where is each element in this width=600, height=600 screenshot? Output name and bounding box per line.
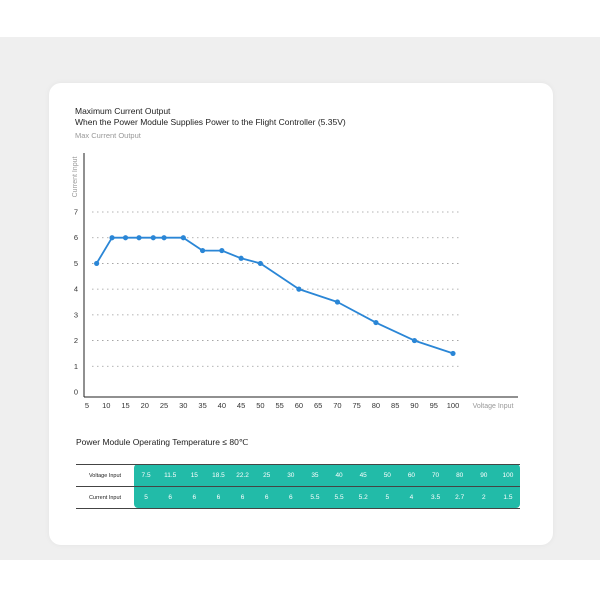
data-point	[411, 337, 418, 344]
x-axis-label: Voltage Input	[473, 403, 514, 410]
table-cell: 100	[502, 472, 514, 479]
data-point	[109, 235, 115, 241]
table-cell: 15	[190, 472, 198, 479]
data-point	[334, 299, 341, 305]
table-cell: 5	[144, 494, 148, 501]
table-cell: 80	[456, 472, 464, 479]
legend-label: Max Current Output	[75, 131, 141, 140]
table-cell: 6	[289, 494, 293, 501]
table-cell: 2	[482, 494, 486, 501]
table-cell: 11.5	[164, 472, 177, 479]
table-top-rule	[76, 464, 520, 465]
data-point	[257, 260, 263, 267]
data-point	[296, 286, 302, 292]
table-cell: 7.5	[141, 472, 151, 479]
x-tick-label: 100	[447, 401, 460, 410]
table-cell: 40	[335, 472, 343, 479]
table-cell: 22.2	[236, 472, 249, 479]
y-tick-label: 4	[74, 285, 78, 294]
y-tick-label: 6	[74, 233, 78, 242]
x-tick-label: 45	[237, 401, 245, 410]
table-row-current: Current Input 5 6 6 6 6 6 6 5.5 5.5 5.2 5 4 3.5 2.7 2 1…	[76, 487, 520, 508]
table-cell: 18.5	[212, 472, 225, 479]
x-tick-label: 95	[430, 401, 438, 410]
data-point	[219, 247, 225, 254]
table-cell: 50	[383, 472, 391, 479]
x-tick-label: 35	[198, 401, 206, 410]
y-tick-label: 5	[74, 259, 78, 268]
chart-title: Maximum Current Output When the Power Mo…	[75, 106, 346, 128]
row-label-voltage: Voltage Input	[88, 472, 122, 479]
y-tick-label: 7	[74, 208, 78, 217]
table-cell: 6	[264, 494, 269, 501]
x-tick-label: 15	[121, 401, 129, 410]
table-cell: 6	[168, 494, 172, 501]
x-tick-label: 50	[256, 401, 264, 410]
current-cells: 5 6 6 6 6 6 6 5.5 5.5 5.2 5 4 3.5 2.7 2 1.5	[134, 487, 520, 508]
data-point	[180, 235, 186, 241]
table-cell: 5.5	[310, 494, 320, 501]
table-cell: 6	[216, 494, 221, 501]
table-cell: 70	[431, 472, 440, 479]
voltage-cells: 7.5 11.5 15 18.5 22.2 25 30 35 40 45 50 60 70 80 90 100	[134, 465, 520, 486]
y-tick-label: 1	[74, 362, 78, 371]
table-bottom-rule	[76, 508, 520, 509]
x-tick-label: 20	[141, 401, 149, 410]
table-cell: 2.7	[455, 494, 465, 501]
x-tick-label: 75	[353, 401, 361, 410]
table-cell: 4	[409, 494, 414, 501]
table-cell: 45	[359, 472, 367, 479]
y-tick-label: 3	[74, 310, 78, 319]
x-tick-label: 25	[160, 401, 168, 410]
x-tick-label: 80	[372, 401, 380, 410]
data-point	[238, 255, 244, 261]
table-cell: 6	[240, 494, 245, 501]
series-line	[95, 236, 454, 355]
x-tick-label: 30	[179, 401, 187, 410]
chart-title-line1: Maximum Current Output	[75, 106, 171, 116]
table-cell: 1.5	[503, 494, 513, 501]
x-tick-label: 85	[391, 401, 399, 410]
x-tick-label: 90	[410, 401, 418, 410]
data-point	[94, 260, 100, 267]
y-tick-label: 0	[74, 388, 78, 397]
y-axis-label: Current Input	[72, 157, 79, 198]
temperature-note: Power Module Operating Temperature ≤ 80℃	[76, 437, 249, 447]
y-tick-label: 2	[74, 336, 78, 345]
table-cell: 60	[407, 472, 416, 479]
data-point	[150, 235, 156, 241]
table-cell: 5.5	[334, 494, 344, 501]
data-point	[373, 319, 379, 326]
table-cell: 25	[263, 472, 271, 479]
data-point	[161, 235, 167, 241]
table-row-voltage: Voltage Input 7.5 11.5 15 18.5 22.2 25 30 35 40 4…	[76, 465, 520, 486]
table-cell: 5.2	[358, 494, 368, 501]
data-point	[450, 350, 456, 357]
table-cell: 3.5	[431, 494, 441, 501]
x-tick-label: 65	[314, 401, 322, 410]
table-cell: 30	[287, 472, 295, 479]
table-cell: 90	[480, 472, 488, 479]
chart-title-line2: When the Power Module Supplies Power to …	[75, 117, 346, 127]
row-label-current: Current Input	[88, 494, 122, 501]
x-tick-label: 70	[333, 401, 341, 410]
x-tick-label: 55	[275, 401, 283, 410]
table-mid-rule	[76, 486, 520, 487]
table-cell: 6	[192, 494, 197, 501]
data-point	[136, 235, 142, 241]
x-tick-label: 5	[85, 401, 89, 410]
data-point	[199, 247, 206, 254]
table-cell: 35	[311, 472, 319, 479]
x-tick-label: 60	[295, 401, 303, 410]
data-point	[122, 235, 129, 241]
x-tick-label: 10	[102, 401, 110, 410]
x-tick-label: 40	[218, 401, 226, 410]
table-cell: 5	[385, 494, 390, 501]
